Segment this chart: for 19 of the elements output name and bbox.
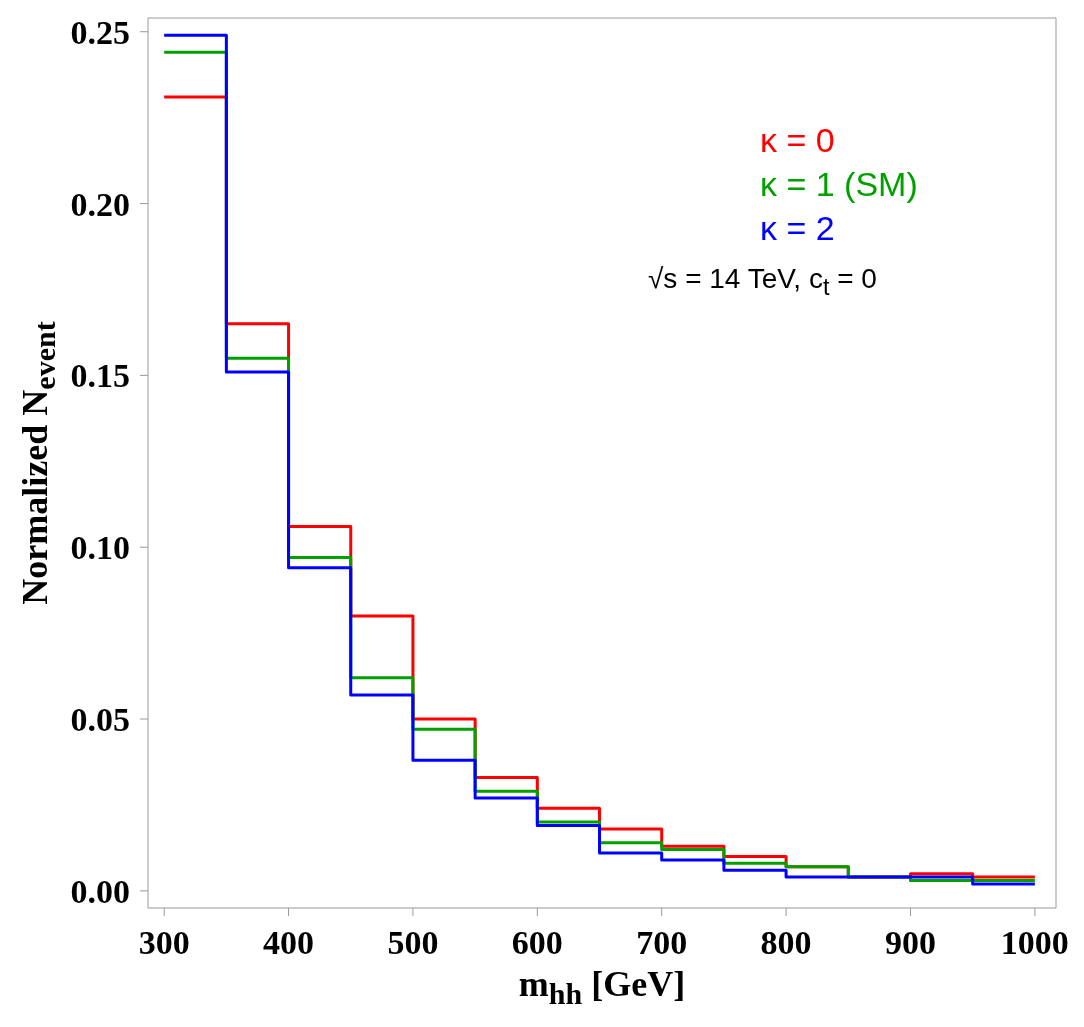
y-tick-label: 0.05 (70, 701, 130, 739)
x-tick-label: 300 (138, 924, 190, 962)
x-tick-label: 900 (884, 924, 936, 962)
y-tick-label: 0.15 (70, 357, 130, 395)
x-tick-label: 800 (760, 924, 812, 962)
text: κ = 0 (760, 120, 836, 161)
annotation: √s = 14 TeV, c$_{t}$ = 0 (648, 263, 877, 301)
x-tick-label: 1000 (1000, 924, 1069, 962)
y-tick-label: 0.00 (70, 872, 130, 910)
y-tick-label: 0.20 (70, 185, 130, 223)
text: κ = 2 (760, 208, 836, 249)
y-tick-label: 0.25 (70, 13, 130, 51)
text: κ = 1 (SM) (760, 164, 918, 205)
x-tick-label: 500 (387, 924, 439, 962)
x-tick-label: 600 (511, 924, 563, 962)
x-axis-title: m$_{hh}$ [GeV] (517, 963, 687, 1012)
y-tick-label: 0.10 (70, 529, 130, 567)
x-tick-label: 700 (636, 924, 688, 962)
x-tick-label: 400 (263, 924, 315, 962)
